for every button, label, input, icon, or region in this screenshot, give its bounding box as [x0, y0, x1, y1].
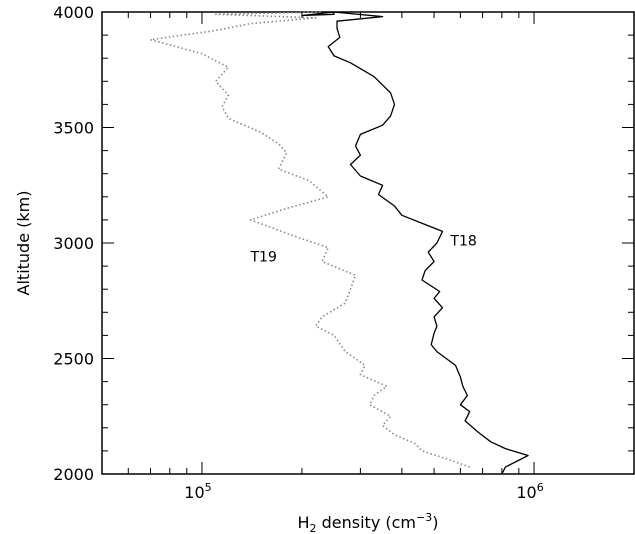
- plot-frame: [101, 11, 635, 475]
- series-group: [149, 11, 529, 475]
- x-axis-title-sub: 2: [310, 522, 317, 534]
- axis-ticks: [101, 11, 635, 475]
- series-line-t18: [301, 11, 529, 475]
- y-tick-label: 4000: [53, 3, 94, 22]
- series-label-t18: T18: [449, 233, 476, 249]
- y-tick-label: 2500: [53, 350, 94, 369]
- x-tick-label: 106: [516, 481, 543, 502]
- x-axis-title-base: H: [298, 513, 310, 532]
- series-line-t19: [149, 11, 470, 468]
- x-axis-title-mid: density (cm: [317, 513, 416, 532]
- series-labels: T18 T19: [249, 233, 476, 265]
- y-axis-title: Altitude (km): [14, 191, 33, 296]
- x-tick-label-mantissa: 10: [516, 483, 536, 502]
- x-axis-title: H2 density (cm−3): [298, 511, 439, 534]
- y-tick-label: 2000: [53, 465, 94, 484]
- y-tick-label: 3500: [53, 119, 94, 138]
- y-tick-label: 3000: [53, 234, 94, 253]
- x-tick-label-exponent: 5: [205, 481, 212, 494]
- x-tick-label-mantissa: 10: [184, 483, 204, 502]
- series-label-t19: T19: [249, 249, 276, 265]
- x-tick-label-exponent: 6: [537, 481, 544, 494]
- x-tick-label: 105: [184, 481, 211, 502]
- x-axis-title-end: ): [432, 513, 438, 532]
- x-axis-title-sup: −3: [416, 511, 432, 524]
